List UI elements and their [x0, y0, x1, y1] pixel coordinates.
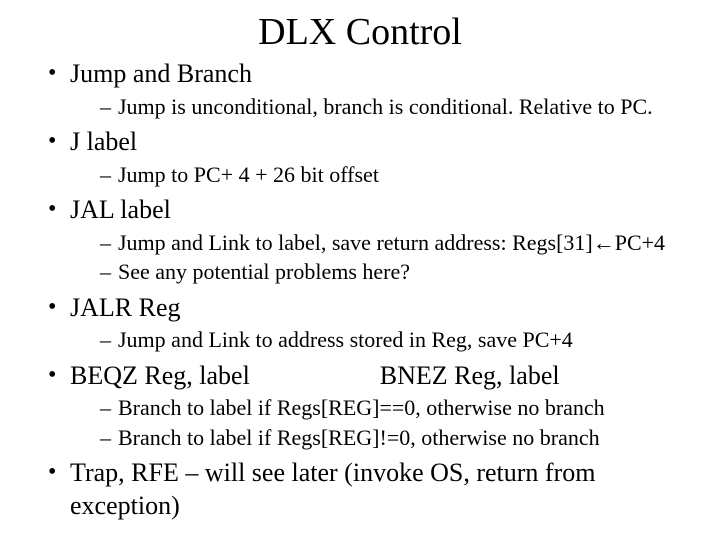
- sub-bullet: Branch to label if Regs[REG]!=0, otherwi…: [100, 424, 690, 452]
- sub-list: Jump is unconditional, branch is conditi…: [70, 93, 690, 121]
- bullet-text-left: BEQZ Reg, label: [70, 361, 250, 390]
- bullet-beqz-bnez: BEQZ Reg, label BNEZ Reg, label Branch to…: [48, 360, 690, 452]
- bullet-text: J label: [70, 127, 137, 156]
- bullet-jump-and-branch: Jump and Branch Jump is unconditional, b…: [48, 58, 690, 120]
- bullet-text: Jump and Branch: [70, 59, 252, 88]
- sub-list: Jump and Link to label, save return addr…: [70, 229, 690, 286]
- sub-list: Jump and Link to address stored in Reg, …: [70, 326, 690, 354]
- sub-list: Jump to PC+ 4 + 26 bit offset: [70, 161, 690, 189]
- bullet-jal-label: JAL label Jump and Link to label, save r…: [48, 194, 690, 286]
- sub-list: Branch to label if Regs[REG]==0, otherwi…: [70, 394, 690, 451]
- sub-bullet: Jump to PC+ 4 + 26 bit offset: [100, 161, 690, 189]
- sub-bullet: Jump and Link to address stored in Reg, …: [100, 326, 690, 354]
- bullet-text-right: BNEZ Reg, label: [380, 361, 560, 390]
- sub-bullet: Jump is unconditional, branch is conditi…: [100, 93, 690, 121]
- slide-title: DLX Control: [30, 10, 690, 54]
- bullet-j-label: J label Jump to PC+ 4 + 26 bit offset: [48, 126, 690, 188]
- bullet-text: JAL label: [70, 195, 171, 224]
- bullet-jalr-reg: JALR Reg Jump and Link to address stored…: [48, 292, 690, 354]
- bullet-text: Trap, RFE – will see later (invoke OS, r…: [70, 458, 595, 520]
- slide: DLX Control Jump and Branch Jump is unco…: [0, 0, 720, 540]
- bullet-text: JALR Reg: [70, 293, 181, 322]
- bullet-list: Jump and Branch Jump is unconditional, b…: [30, 58, 690, 522]
- sub-bullet: Branch to label if Regs[REG]==0, otherwi…: [100, 394, 690, 422]
- sub-bullet: Jump and Link to label, save return addr…: [100, 229, 690, 257]
- sub-bullet: See any potential problems here?: [100, 258, 690, 286]
- bullet-trap-rfe: Trap, RFE – will see later (invoke OS, r…: [48, 457, 690, 522]
